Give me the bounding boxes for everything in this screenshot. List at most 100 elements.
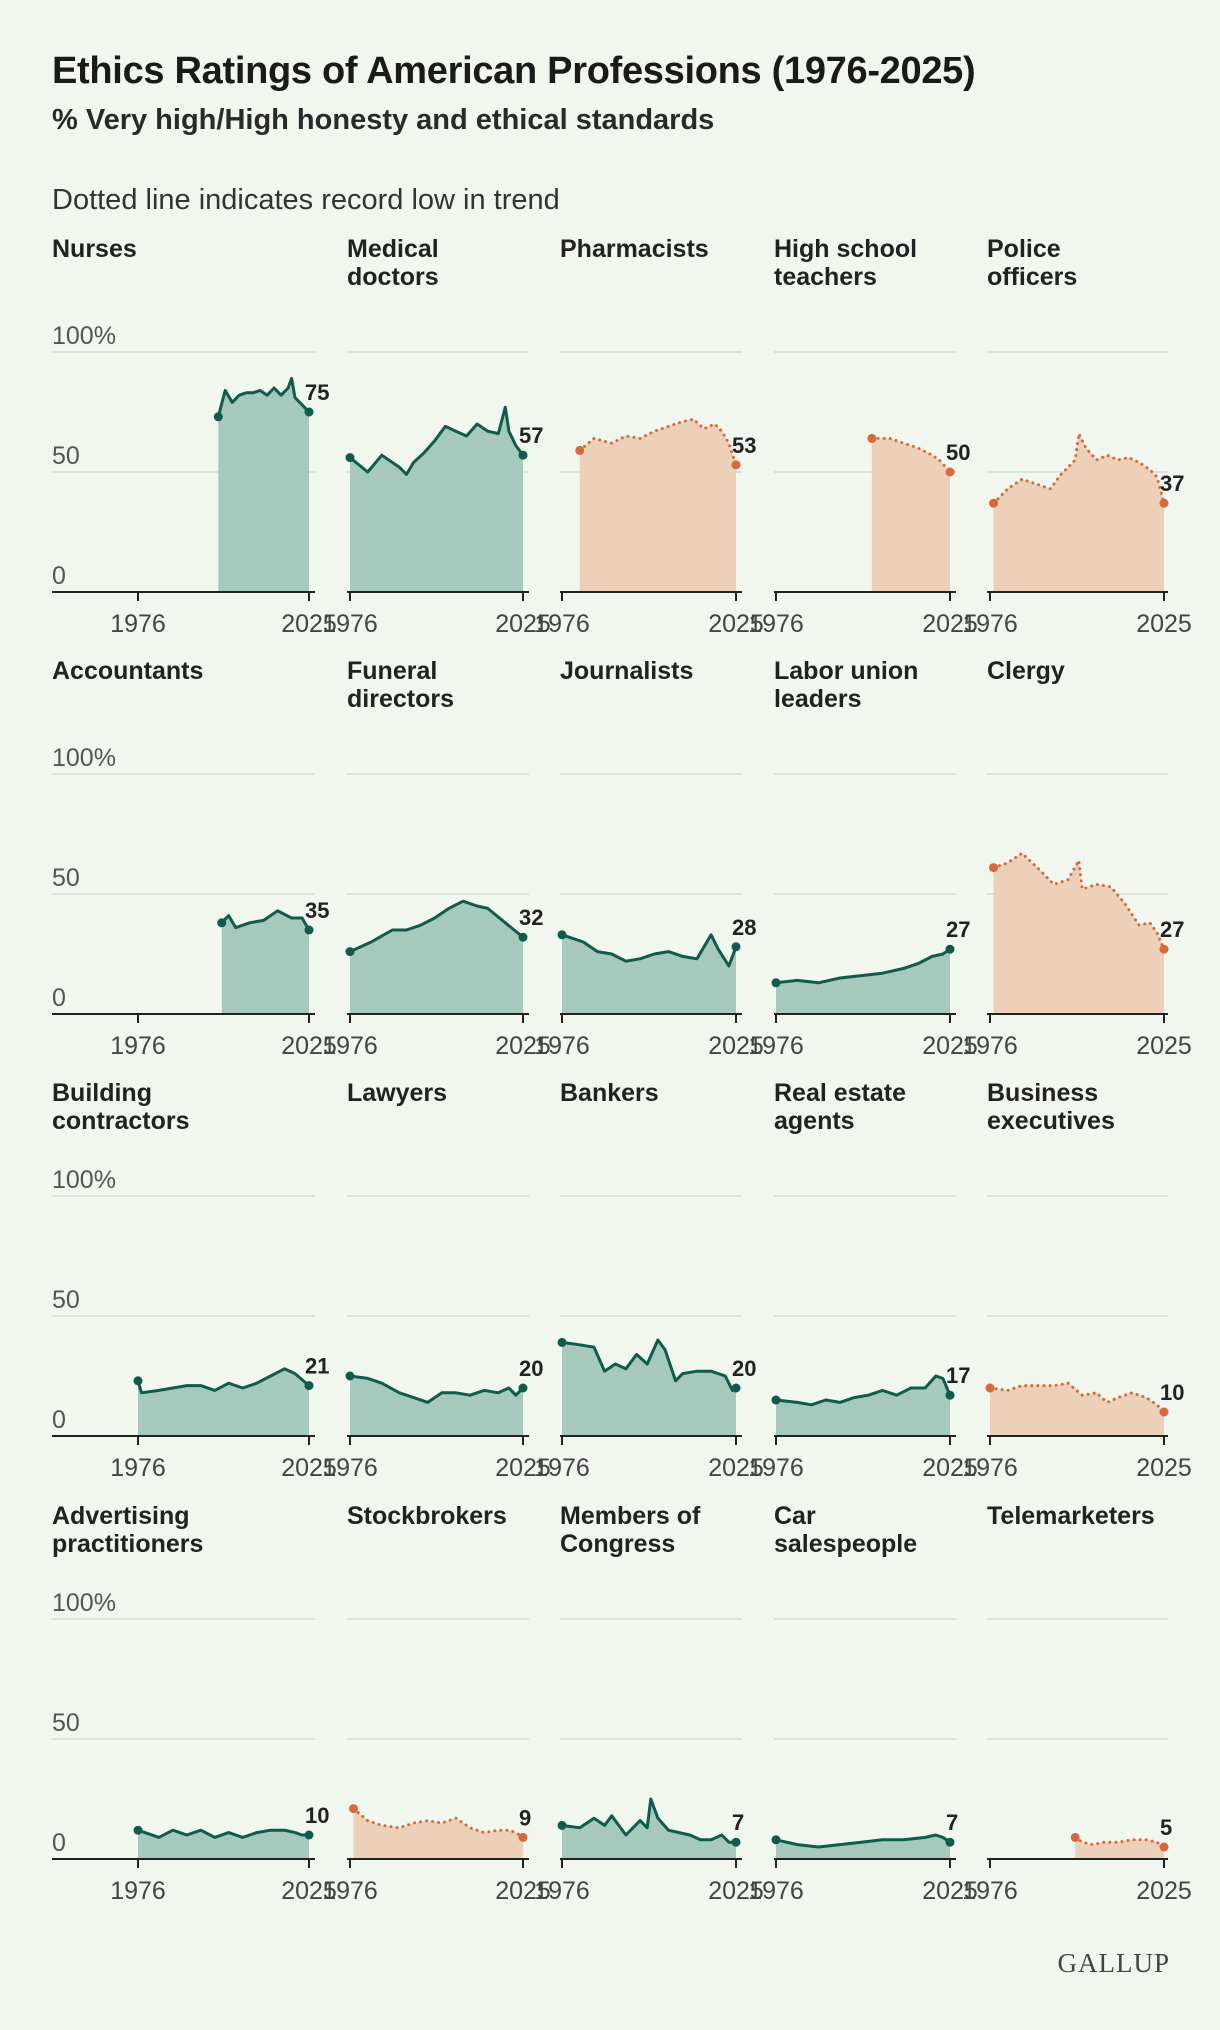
end-value-label: 21 [305,1354,329,1379]
panel-title: Bankers [560,1079,659,1107]
start-point [557,1820,567,1830]
end-value-label: 9 [519,1805,531,1830]
x-tick-label: 1976 [748,1877,804,1905]
y-tick-label: 100% [52,1166,116,1194]
start-point [1070,1832,1080,1842]
x-tick-label: 1976 [322,1454,378,1482]
x-tick-label: 2025 [708,610,764,638]
x-tick-label: 1976 [962,610,1018,638]
end-value-label: 27 [1160,917,1184,942]
y-tick-label: 0 [52,1829,66,1857]
start-point [771,1835,781,1845]
end-value-label: 20 [519,1356,543,1381]
x-tick-label: 1976 [322,1032,378,1060]
gallup-logo: GALLUP [1057,1948,1170,1978]
start-point [345,947,355,957]
panel-nurses: Nurses 100% 50 0 75 1976 2025 [52,235,337,638]
x-tick-label: 2025 [922,610,978,638]
x-tick-label: 1976 [962,1032,1018,1060]
panel-title: Police [987,235,1061,263]
panel-title: Telemarketers [987,1502,1155,1530]
end-point [518,932,528,942]
start-point [575,445,585,455]
series-area [218,378,309,592]
panel-bankers: Bankers 20 1976 2025 [534,1079,764,1482]
panel-pharmacists: Pharmacists 53 1976 2025 [534,235,764,638]
y-tick-label: 0 [52,1406,66,1434]
end-value-label: 32 [519,905,543,930]
x-tick-label: 1976 [534,1032,590,1060]
end-value-label: 50 [946,440,970,465]
series-area [990,1383,1164,1436]
end-point [731,942,741,952]
series-area [1075,1837,1164,1859]
x-tick-label: 2025 [281,1877,337,1905]
end-point [304,925,314,935]
panel-title: High school [774,235,917,263]
panel-lawyers: Lawyers 20 1976 2025 [322,1079,551,1482]
y-tick-label: 100% [52,744,116,772]
y-tick-label: 100% [52,1589,116,1617]
start-point [349,1804,359,1814]
end-point [945,944,955,954]
panel-title: officers [987,263,1077,291]
series-area [221,910,309,1014]
y-tick-label: 50 [52,1709,80,1737]
series-area [562,934,736,1014]
series-area [138,1830,309,1859]
end-value-label: 7 [732,1810,744,1835]
end-point [518,450,528,460]
x-tick-label: 1976 [962,1877,1018,1905]
end-point [731,1383,741,1393]
x-tick-label: 1976 [534,1877,590,1905]
x-tick-label: 2025 [708,1454,764,1482]
series-area [350,407,523,592]
series-line [348,899,525,954]
end-point [1159,498,1169,508]
x-tick-label: 1976 [534,610,590,638]
start-point [557,930,567,940]
start-point [557,1337,567,1347]
panel-telemarketers: Telemarketers 5 1976 2025 [962,1502,1192,1905]
x-tick-label: 1976 [534,1454,590,1482]
panel-title: Accountants [52,657,203,685]
x-tick-label: 2025 [1136,1877,1192,1905]
series-line [352,1807,525,1839]
series-line [774,947,952,985]
x-tick-label: 2025 [1136,1032,1192,1060]
start-point [989,498,999,508]
end-point [945,1837,955,1847]
y-tick-label: 50 [52,442,80,470]
end-value-label: 37 [1160,471,1184,496]
panel-title: Building [52,1079,152,1107]
panel-title: leaders [774,685,862,713]
end-value-label: 10 [1160,1380,1184,1405]
x-tick-label: 2025 [922,1454,978,1482]
end-value-label: 28 [732,915,756,940]
series-line [578,417,738,467]
panel-title: Medical [347,235,439,263]
series-area [776,1376,950,1436]
panel-title: contractors [52,1107,190,1135]
series-line [774,1374,952,1407]
series-line [560,933,738,968]
chart-note: Dotted line indicates record low in tren… [52,184,560,216]
end-point [731,1837,741,1847]
x-tick-label: 2025 [495,1032,551,1060]
end-value-label: 27 [946,917,970,942]
end-point [945,467,955,477]
series-line [992,851,1166,951]
series-area [350,901,523,1014]
x-tick-label: 1976 [110,1032,166,1060]
end-point [1159,944,1169,954]
series-line [220,909,311,932]
x-tick-label: 1976 [322,1877,378,1905]
x-tick-label: 2025 [495,1877,551,1905]
x-tick-label: 1976 [110,1454,166,1482]
start-point [345,453,355,463]
panel-title: Lawyers [347,1079,447,1107]
